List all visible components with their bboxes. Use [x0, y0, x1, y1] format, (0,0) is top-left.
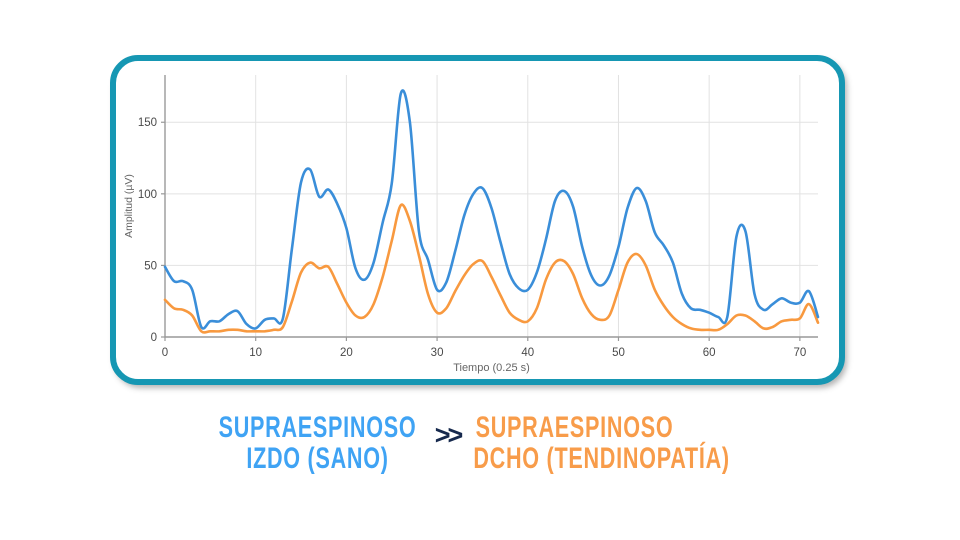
y-axis-title: Amplitud (µV): [123, 174, 135, 238]
x-tick-label: 60: [703, 347, 716, 359]
legend-left-line2: IZDO (SANO): [246, 442, 389, 475]
x-tick-label: 50: [612, 347, 625, 359]
y-tick-label: 0: [151, 332, 157, 344]
legend-right-line2: DCHO (TENDINOPATÍA): [473, 442, 730, 475]
legend-label-left: SUPRAESPINOSO IZDO (SANO): [177, 412, 458, 474]
x-axis-title: Tiempo (0.25 s): [453, 362, 530, 374]
series-line-izdo: [163, 89, 820, 330]
y-tick-label: 100: [138, 189, 157, 201]
x-tick-label: 0: [162, 347, 168, 359]
x-tick-label: 20: [340, 347, 353, 359]
x-tick-label: 70: [793, 347, 806, 359]
y-tick-label: 50: [144, 260, 157, 272]
y-tick-label: 150: [138, 117, 157, 129]
x-tick-label: 30: [431, 347, 444, 359]
x-tick-label: 10: [249, 347, 262, 359]
legend-right-line1: SUPRAESPINOSO: [475, 411, 674, 444]
series-line-dcho: [163, 203, 820, 334]
greater-than-separator-icon: >>: [434, 420, 464, 450]
legend-left-line1: SUPRAESPINOSO: [218, 411, 417, 444]
legend-label-right: SUPRAESPINOSO DCHO (TENDINOPATÍA): [434, 411, 730, 475]
x-tick-label: 40: [521, 347, 534, 359]
